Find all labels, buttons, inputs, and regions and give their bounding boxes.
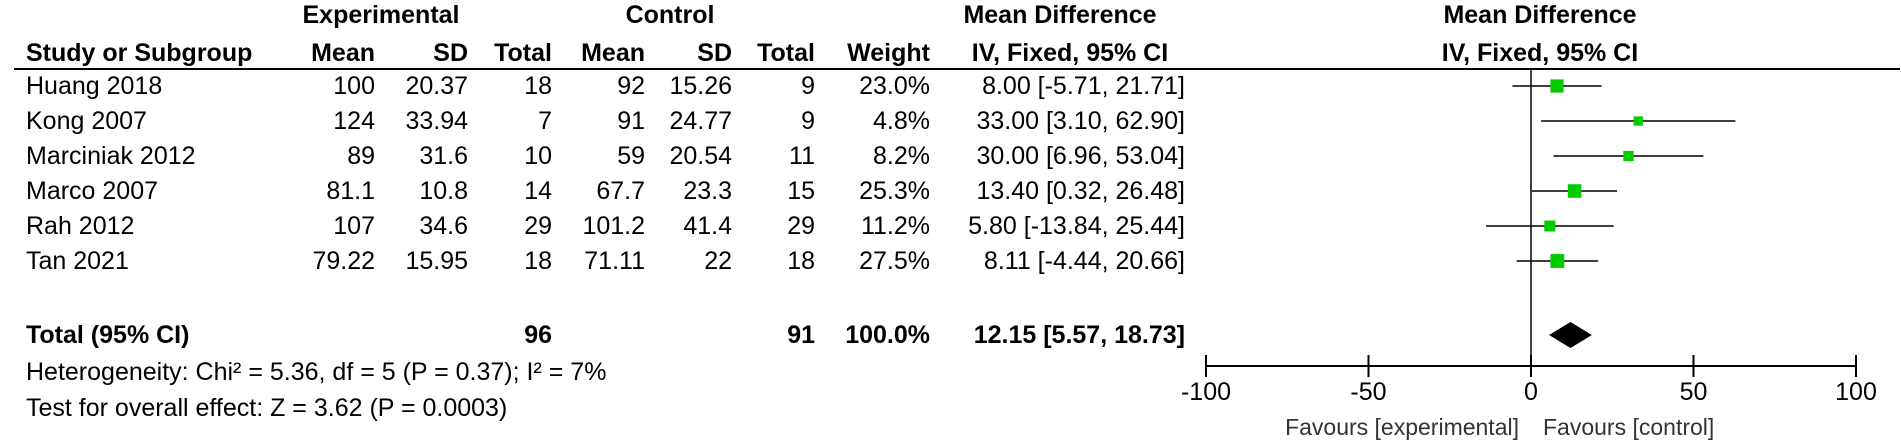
row-2-ctrl-mean: 59 (617, 142, 645, 170)
row-0-study: Huang 2018 (26, 72, 163, 100)
row-4-study: Rah 2012 (26, 212, 135, 240)
control-group-header: Control (625, 1, 715, 29)
row-5-study: Tan 2021 (26, 247, 129, 275)
row-1-ctrl-mean: 91 (617, 107, 645, 135)
row-5-weight: 27.5% (859, 247, 930, 275)
row-0-exp-mean: 100 (333, 72, 375, 100)
col-header-ctrl-mean: Mean (581, 39, 645, 67)
x-tick-label-3: 50 (1680, 378, 1708, 406)
row-4-exp-total: 29 (524, 212, 552, 240)
row-2-ci-text: 30.00 [6.96, 53.04] (976, 142, 1185, 170)
row-3-exp-sd: 10.8 (419, 177, 468, 205)
row-5-exp-total: 18 (524, 247, 552, 275)
row-5-ctrl-mean: 71.11 (584, 247, 645, 275)
heterogeneity-note: Heterogeneity: Chi² = 5.36, df = 5 (P = … (26, 358, 607, 386)
row-3-exp-mean: 81.1 (326, 177, 375, 205)
row-2-weight: 8.2% (873, 142, 930, 170)
row-0-ctrl-total: 9 (801, 72, 815, 100)
row-2-study: Marciniak 2012 (26, 142, 196, 170)
row-1-study: Kong 2007 (26, 107, 147, 135)
col-header-ctrl-total: Total (757, 39, 815, 67)
row-0-ci-text: 8.00 [-5.71, 21.71] (982, 72, 1185, 100)
row-2-ctrl-total: 11 (789, 142, 815, 170)
row-1-exp-total: 7 (538, 107, 552, 135)
effect-marker-0 (1550, 79, 1564, 93)
row-4-ci-text: 5.80 [-13.84, 25.44] (968, 212, 1185, 240)
row-1-exp-mean: 124 (333, 107, 375, 135)
row-4-ctrl-total: 29 (787, 212, 815, 240)
row-4-ctrl-mean: 101.2 (582, 212, 645, 240)
row-3-ctrl-mean: 67.7 (596, 177, 645, 205)
col-header-exp-sd: SD (433, 39, 468, 67)
row-2-exp-sd: 31.6 (419, 142, 468, 170)
row-4-exp-mean: 107 (333, 212, 375, 240)
plot-mean-difference-header: Mean Difference (1443, 1, 1637, 29)
row-3-ctrl-total: 15 (787, 177, 815, 205)
total-ci: 12.15 [5.57, 18.73] (973, 321, 1185, 349)
row-0-exp-total: 18 (524, 72, 552, 100)
row-2-exp-total: 10 (524, 142, 552, 170)
favours-experimental-label: Favours [experimental] (1285, 414, 1519, 440)
total-diamond (1549, 322, 1592, 348)
row-0-ctrl-sd: 15.26 (669, 72, 732, 100)
row-2-exp-mean: 89 (347, 142, 375, 170)
row-0-ctrl-mean: 92 (617, 72, 645, 100)
col-header-ci: IV, Fixed, 95% CI (971, 39, 1169, 67)
row-3-exp-total: 14 (524, 177, 552, 205)
row-4-exp-sd: 34.6 (419, 212, 468, 240)
row-5-ctrl-total: 18 (787, 247, 815, 275)
row-0-exp-sd: 20.37 (405, 72, 468, 100)
total-label: Total (95% CI) (26, 321, 190, 349)
col-header-exp-mean: Mean (311, 39, 375, 67)
row-3-ctrl-sd: 23.3 (683, 177, 732, 205)
row-3-study: Marco 2007 (26, 177, 159, 205)
total-exp: 96 (524, 321, 552, 349)
row-4-ctrl-sd: 41.4 (683, 212, 732, 240)
col-header-study: Study or Subgroup (26, 39, 253, 67)
mean-difference-header: Mean Difference (963, 1, 1157, 29)
col-header-weight: Weight (847, 39, 930, 67)
row-1-ctrl-total: 9 (801, 107, 815, 135)
total-ctrl: 91 (787, 321, 815, 349)
row-1-ctrl-sd: 24.77 (669, 107, 732, 135)
row-2-ctrl-sd: 20.54 (669, 142, 732, 170)
x-tick-label-4: 100 (1835, 378, 1877, 406)
col-header-ctrl-sd: SD (697, 39, 732, 67)
effect-marker-4 (1544, 220, 1556, 232)
row-3-weight: 25.3% (859, 177, 930, 205)
x-tick-label-2: 0 (1524, 378, 1538, 406)
header-rule (14, 68, 1900, 70)
effect-marker-1 (1633, 116, 1643, 126)
total-weight: 100.0% (845, 321, 930, 349)
row-1-ci-text: 33.00 [3.10, 62.90] (976, 107, 1185, 135)
overall-effect-note: Test for overall effect: Z = 3.62 (P = 0… (26, 394, 508, 422)
row-3-ci-text: 13.40 [0.32, 26.48] (976, 177, 1185, 205)
effect-marker-5 (1550, 254, 1565, 268)
row-1-exp-sd: 33.94 (405, 107, 468, 135)
experimental-group-header: Experimental (302, 1, 460, 29)
row-4-weight: 11.2% (860, 212, 930, 240)
favours-control-label: Favours [control] (1543, 414, 1714, 440)
x-tick-label-1: -50 (1350, 378, 1386, 406)
row-1-weight: 4.8% (873, 107, 930, 135)
effect-marker-3 (1567, 184, 1582, 198)
row-5-ctrl-sd: 22 (704, 247, 732, 275)
row-5-exp-sd: 15.95 (405, 247, 468, 275)
effect-marker-2 (1623, 150, 1634, 162)
row-5-exp-mean: 79.22 (312, 247, 375, 275)
row-5-ci-text: 8.11 [-4.44, 20.66] (983, 247, 1185, 275)
col-header-exp-total: Total (494, 39, 552, 67)
col-header-plot-ci: IV, Fixed, 95% CI (1441, 39, 1639, 67)
row-0-weight: 23.0% (859, 72, 930, 100)
x-tick-label-0: -100 (1181, 378, 1231, 406)
